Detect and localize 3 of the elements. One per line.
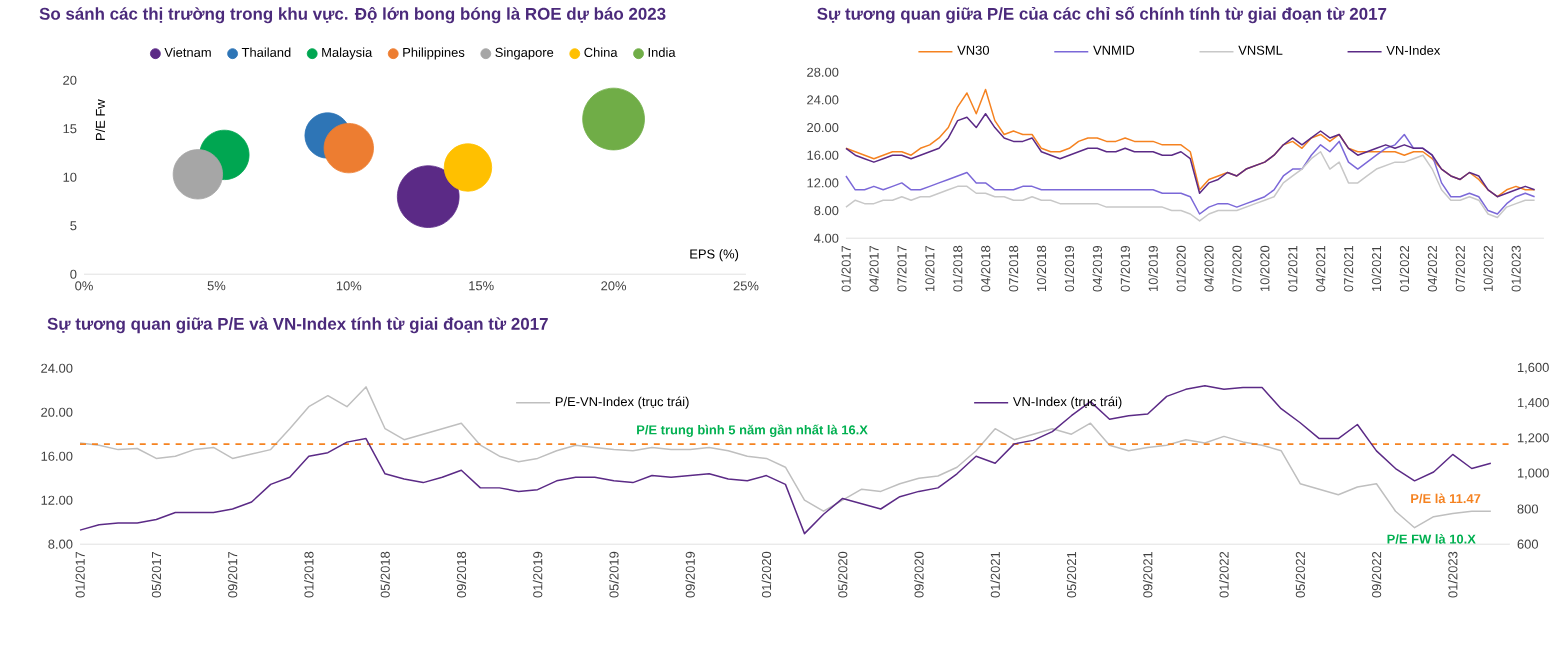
chart-title: So sánh các thị trường trong khu vực. Độ lớn bong bóng là ROE dự báo 2023	[39, 6, 666, 24]
chart-title: Sự tương quan giữa P/E của các chỉ số chính tính từ giai đoạn từ 2017	[817, 6, 1387, 24]
chart-title: Sự tương quan giữa P/E và VN-Index tính từ giai đoạn từ 2017	[47, 317, 548, 334]
